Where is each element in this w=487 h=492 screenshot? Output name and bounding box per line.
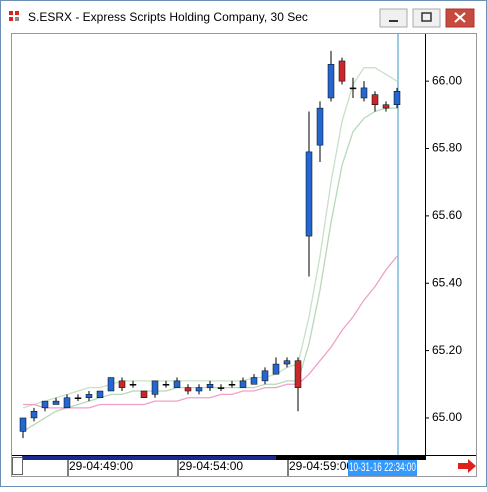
- candle-body: [151, 380, 159, 395]
- minimize-button[interactable]: [379, 8, 408, 28]
- candle-body: [382, 104, 390, 109]
- window-title: S.ESRX - Express Scripts Holding Company…: [28, 10, 308, 24]
- candle-body: [63, 397, 71, 409]
- candle-body: [107, 377, 115, 392]
- scroll-track-end: [276, 456, 426, 460]
- y-tick-label: 66.00: [432, 73, 462, 87]
- candle-body: [228, 384, 236, 386]
- candle-body: [272, 363, 280, 375]
- candle-body: [52, 400, 60, 405]
- candle-body: [85, 394, 93, 398]
- candle-body: [129, 384, 137, 386]
- candle-body: [118, 380, 126, 388]
- scroll-thumb[interactable]: [12, 457, 23, 475]
- candle-body: [30, 410, 38, 419]
- candle-body: [360, 87, 368, 99]
- candle-body: [74, 397, 82, 399]
- candle-body: [195, 387, 203, 392]
- chart-frame: [11, 33, 477, 477]
- x-tick-label: 29-04:49:00: [69, 459, 133, 473]
- candle-body: [393, 91, 401, 105]
- scroll-track: [22, 456, 276, 460]
- candle-body: [338, 60, 346, 82]
- candle-body: [327, 64, 335, 99]
- candle-body: [41, 400, 49, 409]
- candle-body: [162, 384, 170, 386]
- app-icon: [9, 11, 19, 21]
- candle-body: [184, 387, 192, 392]
- candle-body: [316, 107, 324, 146]
- candle-body: [294, 360, 302, 388]
- candle-body: [283, 360, 291, 365]
- x-tick-label: 29-04:59:00: [289, 459, 353, 473]
- plot: 65.00 65.20 65.40 65.60 65.80 66.00 29-04:49:0…: [19, 34, 462, 476]
- moving-average: [23, 255, 398, 409]
- candle-body: [250, 377, 258, 385]
- candle-body: [173, 380, 181, 388]
- cursor-label-bg: [348, 460, 417, 476]
- candle-body: [140, 390, 148, 398]
- candle-body: [239, 380, 247, 388]
- y-tick-label: 65.20: [432, 343, 462, 357]
- cursor-label: 10-31-16 22:34:00: [349, 460, 416, 474]
- maximize-button[interactable]: [412, 8, 441, 28]
- candle-body: [371, 94, 379, 105]
- y-tick-label: 65.80: [432, 141, 462, 155]
- candle-body: [19, 417, 27, 432]
- y-tick-label: 65.00: [432, 410, 462, 424]
- candle-body: [349, 87, 357, 90]
- y-tick-label: 65.60: [432, 208, 462, 222]
- x-tick-label: 29-04:54:00: [179, 459, 243, 473]
- candle-body: [96, 390, 104, 398]
- y-tick-label: 65.40: [432, 275, 462, 289]
- candle-body: [206, 384, 214, 388]
- candle-body: [261, 370, 269, 382]
- scroll-right-arrow[interactable]: [458, 459, 476, 473]
- close-button[interactable]: [445, 8, 475, 28]
- candle-body: [305, 151, 313, 237]
- candle-body: [217, 387, 225, 389]
